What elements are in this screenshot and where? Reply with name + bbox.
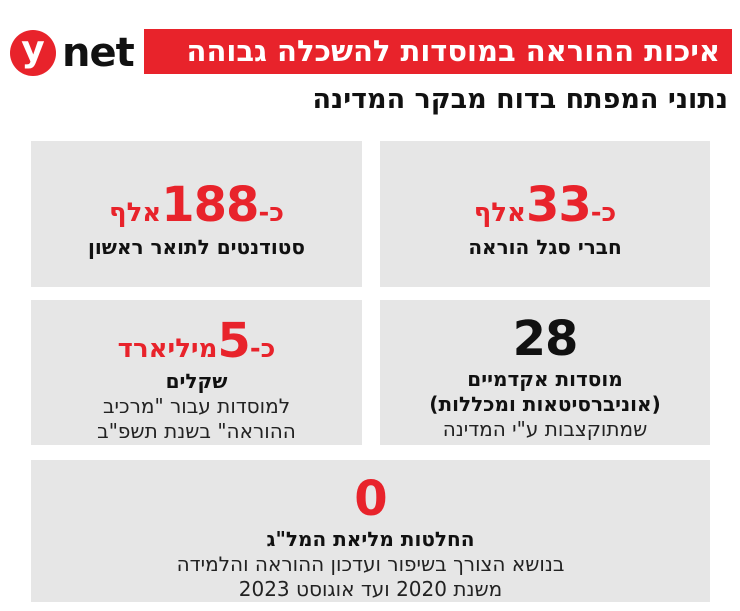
stat-label: סטודנטים לתואר ראשון — [88, 235, 305, 259]
ynet-logo: y net — [10, 30, 135, 76]
stat-card-decisions: 0 החלטות מליאת המל"ג בנושא הצורך בשיפור … — [31, 460, 710, 602]
stat-prefix: כ- — [258, 198, 284, 228]
stat-number: 0 — [354, 471, 387, 527]
stat-prefix: כ- — [249, 334, 276, 364]
page-subtitle: נתוני המפתח בדוח מבקר המדינה — [312, 84, 728, 115]
logo-word: net — [62, 30, 135, 76]
stat-label: החלטות מליאת המל"ג — [266, 527, 475, 551]
stat-value: כ-33אלף — [474, 181, 617, 229]
stat-description: משנת 2020 ועד אוגוסט 2023 — [238, 577, 503, 601]
stat-label: שקלים — [165, 369, 228, 393]
stat-value: כ-5מיליארד — [118, 317, 276, 365]
stat-description: למוסדות עבור "מרכיב — [102, 394, 291, 418]
stat-label-detail: (אוניברסיטאות ומכללות) — [429, 392, 661, 416]
stat-number: 5 — [217, 313, 250, 369]
stat-value: כ-188אלף — [109, 181, 284, 229]
stat-number: 188 — [161, 177, 259, 233]
stat-value: 0 — [354, 475, 387, 523]
stat-suffix: אלף — [473, 198, 526, 228]
stat-description: שמתוקצבות ע"י המדינה — [442, 417, 648, 441]
stat-description: ההוראה" בשנת תשפ"ב — [97, 419, 296, 443]
stat-suffix: מיליארד — [117, 334, 218, 364]
stat-card-students: כ-188אלף סטודנטים לתואר ראשון — [31, 141, 362, 287]
stat-card-teaching-staff: כ-33אלף חברי סגל הוראה — [380, 141, 710, 287]
stat-label: מוסדות אקדמיים — [467, 367, 623, 391]
page-title: איכות ההוראה במוסדות להשכלה גבוהה — [144, 29, 732, 74]
stat-number: 28 — [512, 311, 579, 367]
stat-prefix: כ- — [590, 198, 617, 228]
logo-mark: y — [10, 30, 56, 76]
stat-suffix: אלף — [109, 198, 162, 228]
stat-number: 33 — [525, 177, 592, 233]
stat-card-institutions: 28 מוסדות אקדמיים (אוניברסיטאות ומכללות)… — [380, 300, 710, 445]
stat-label: חברי סגל הוראה — [468, 235, 622, 259]
stat-card-budget: כ-5מיליארד שקלים למוסדות עבור "מרכיב ההו… — [31, 300, 362, 445]
stat-description: בנושא הצורך בשיפור ועדכון ההוראה והלמידה — [176, 552, 565, 576]
stat-value: 28 — [513, 315, 579, 363]
